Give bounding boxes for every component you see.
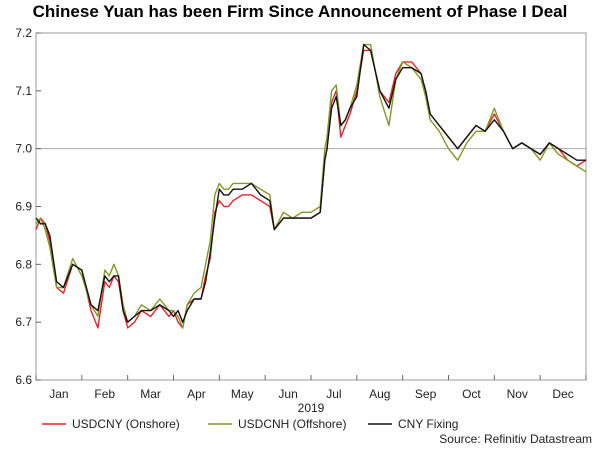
y-tick-label: 7.0 [15, 142, 32, 156]
x-tick-label: Oct [462, 387, 481, 401]
x-tick-label: Jan [49, 387, 68, 401]
y-tick-label: 7.1 [15, 84, 32, 98]
x-tick-label: May [231, 387, 254, 401]
plot-area [35, 32, 587, 381]
y-tick-label: 6.7 [15, 315, 32, 329]
series-line-cny-fixing [35, 43, 586, 323]
y-tick-label: 6.9 [15, 200, 32, 214]
x-tick-label: Mar [140, 387, 161, 401]
x-tick-label: Feb [94, 387, 115, 401]
series-line-usdcny-onshore [35, 49, 587, 329]
y-tick-label: 7.2 [15, 26, 32, 40]
source-note: Source: Refinitiv Datastream [439, 432, 592, 446]
x-axis-label: 2019 [298, 401, 325, 415]
x-tick-label: Nov [507, 387, 528, 401]
legend-label: USDCNY (Onshore) [72, 417, 180, 431]
legend-label: USDCNH (Offshore) [238, 417, 346, 431]
x-axis: Jan Feb Mar Apr May Jun Jul Aug Sep Oct Nov Dec [35, 375, 587, 401]
y-tick-label: 6.8 [15, 257, 32, 271]
x-tick-label: Dec [552, 387, 573, 401]
x-tick-label: Apr [187, 387, 206, 401]
x-tick-label: Jul [326, 387, 341, 401]
x-tick-label: Jun [278, 387, 297, 401]
legend: USDCNY (Onshore) USDCNH (Offshore) CNY Fix… [42, 417, 458, 431]
chart-title: Chinese Yuan has been Firm Since Announc… [32, 2, 568, 21]
y-axis: 6.6 6.7 6.8 6.9 7.0 7.1 7.2 [15, 26, 41, 387]
x-tick-label: Sep [415, 387, 437, 401]
x-tick-label: Aug [369, 387, 390, 401]
legend-label: CNY Fixing [398, 417, 458, 431]
series-layer [35, 43, 587, 329]
plot-border [35, 32, 587, 381]
y-tick-label: 6.6 [15, 373, 32, 387]
